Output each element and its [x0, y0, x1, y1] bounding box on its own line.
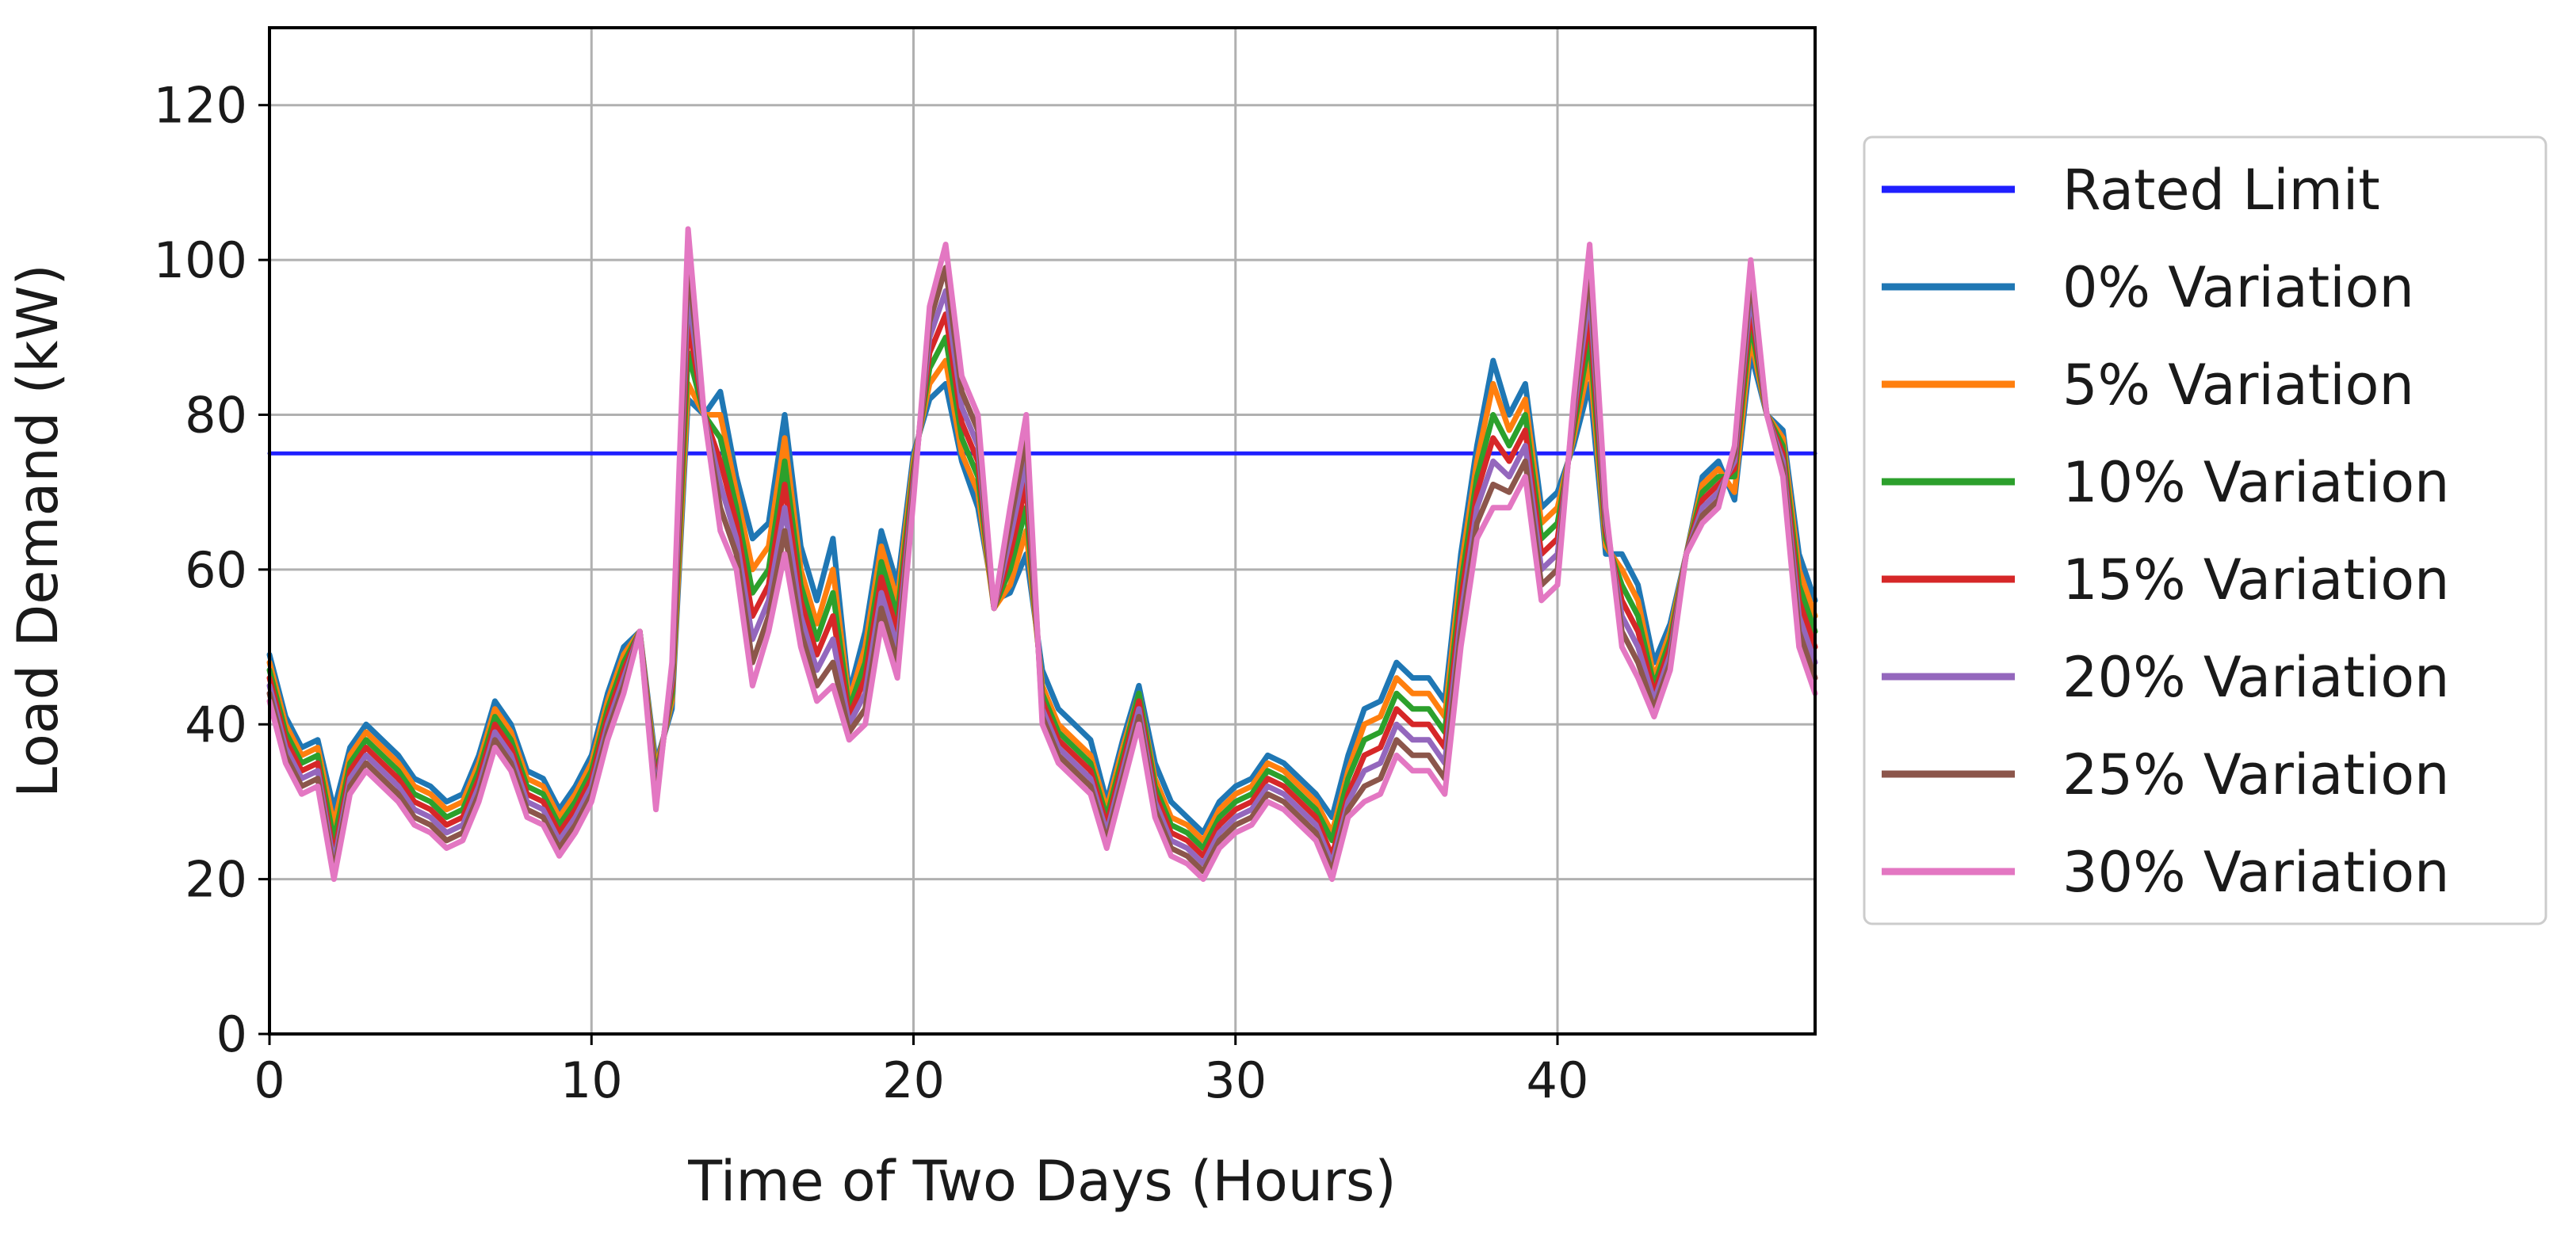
legend-label-4: 15% Variation — [2062, 547, 2449, 612]
legend-label-6: 25% Variation — [2062, 742, 2449, 807]
grid — [268, 28, 1815, 1036]
plot-frame — [268, 26, 1817, 1036]
series-line-7 — [266, 226, 1818, 883]
legend-label-7: 30% Variation — [2062, 840, 2449, 905]
x-tick-label: 30 — [1204, 1051, 1267, 1109]
legend: Rated Limit 0% Variation 5% Variation 10% V… — [1863, 135, 2547, 925]
x-tick-label: 20 — [882, 1051, 945, 1109]
y-axis-label: Load Demand (kW) — [6, 264, 71, 798]
y-tick-label: 100 — [154, 231, 247, 289]
legend-label-0: Rated Limit — [2062, 158, 2380, 223]
y-tick-label: 0 — [216, 1005, 247, 1063]
x-tick-label: 40 — [1527, 1051, 1589, 1109]
y-tick-label: 20 — [185, 851, 247, 909]
legend-label-5: 20% Variation — [2062, 645, 2449, 710]
axis-ticks: 0 10 20 30 40 0 20 40 60 80 100 120 — [154, 77, 1589, 1109]
y-tick-label: 40 — [185, 696, 247, 753]
y-tick-label: 120 — [154, 77, 247, 135]
y-tick-label: 60 — [185, 541, 247, 599]
x-tick-label: 10 — [560, 1051, 623, 1109]
legend-label-3: 10% Variation — [2062, 450, 2449, 515]
x-axis-label: Time of Two Days (Hours) — [687, 1149, 1396, 1214]
x-tick-label: 0 — [254, 1051, 285, 1109]
legend-label-1: 0% Variation — [2062, 255, 2414, 320]
legend-box — [1863, 135, 2547, 925]
y-tick-label: 80 — [185, 386, 247, 444]
legend-label-2: 5% Variation — [2062, 353, 2414, 418]
plot-series — [266, 226, 1818, 883]
